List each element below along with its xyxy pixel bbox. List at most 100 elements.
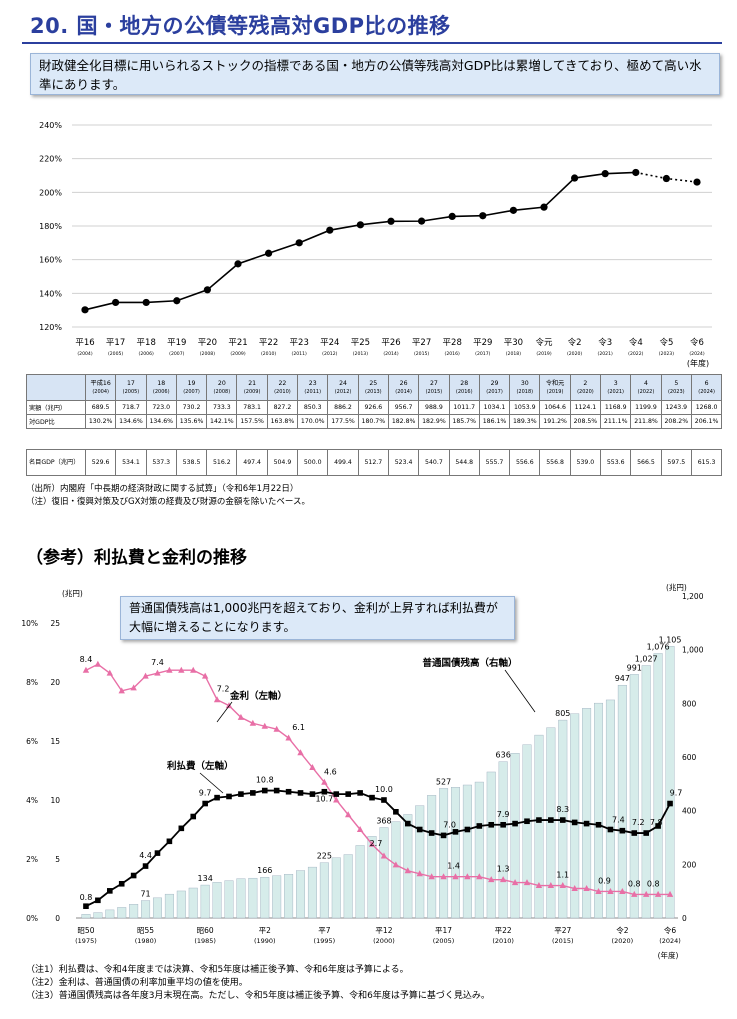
header-label: 29 xyxy=(490,379,499,387)
table-cell: 206.1% xyxy=(690,414,723,429)
bar-data-label: 166 xyxy=(257,866,272,875)
bar xyxy=(462,784,472,919)
x-tick-label: 平27 xyxy=(412,338,431,348)
rate-marker xyxy=(666,890,674,897)
rate-data-label: 4.6 xyxy=(324,767,337,776)
bar-data-label: 134 xyxy=(198,874,213,883)
rate-marker xyxy=(428,873,435,880)
rate-marker xyxy=(547,882,555,889)
debt-table: 平成16 (2004) 17 (2005) 18 (2006) 19 (2007) 20 (200… xyxy=(26,374,723,429)
bar xyxy=(331,857,341,919)
cost-marker xyxy=(357,790,363,796)
header-year: (2023) xyxy=(667,388,685,395)
cost-marker xyxy=(333,791,340,797)
cost-marker xyxy=(607,826,614,833)
rate-data-label: 1.3 xyxy=(497,865,510,874)
bar xyxy=(93,912,103,919)
x-tick-year: (2007) xyxy=(169,351,184,357)
rate-data-label: 1.1 xyxy=(556,871,569,880)
rate-marker xyxy=(201,672,209,679)
data-point xyxy=(203,286,211,294)
header-year: (2020) xyxy=(577,388,594,395)
table-header-cell: 3 (2021) xyxy=(600,374,632,401)
rate-marker xyxy=(130,684,137,691)
series-label-rate: 金利（左軸） xyxy=(229,690,287,702)
right-tick: 200 xyxy=(682,860,697,869)
intro-box: 財政健全化目標に用いられるストックの指標である国・地方の公債等残高対GDP比は累… xyxy=(30,53,720,95)
table-header-cell: 28 (2016) xyxy=(448,374,480,401)
cost-marker xyxy=(631,830,638,836)
table-header-cell: 4 (2022) xyxy=(630,374,662,401)
bar xyxy=(641,665,651,919)
rate-marker xyxy=(368,840,376,847)
header-year: (2015) xyxy=(425,388,443,395)
rate-marker xyxy=(333,796,340,803)
bar-data-label: 1,027 xyxy=(635,655,658,664)
cost-marker xyxy=(393,809,399,815)
rate-data-label: 0.8 xyxy=(628,879,641,888)
header-label: 22 xyxy=(278,379,287,387)
bar xyxy=(546,727,556,919)
bar xyxy=(594,702,604,919)
rate-marker xyxy=(440,873,447,880)
y-tick-label: 140% xyxy=(39,289,62,298)
x-tick-year: (2011) xyxy=(292,351,307,357)
x-tick-year: (1975) xyxy=(75,937,97,945)
rate-data-label: 0.8 xyxy=(647,879,660,888)
x-tick-label: 令元 xyxy=(535,337,553,348)
header-year: (2022) xyxy=(637,388,655,395)
bar xyxy=(296,870,306,919)
table-cell: 537.3 xyxy=(145,449,177,476)
rate-marker xyxy=(595,887,602,894)
header-label: 3 xyxy=(613,379,618,387)
bar xyxy=(391,821,401,919)
rate-marker xyxy=(237,713,245,720)
cost-marker xyxy=(524,818,530,825)
table-header-cell: 20 (2008) xyxy=(206,374,238,401)
table-cell: 名目GDP（兆円） xyxy=(26,449,86,476)
left-rate-tick: 8% xyxy=(26,678,38,687)
bar xyxy=(367,836,377,919)
bar-data-label: 947 xyxy=(615,674,630,683)
cost-data-label: 9.7 xyxy=(670,789,683,798)
bar xyxy=(81,914,91,919)
bar xyxy=(343,854,353,919)
cost-marker xyxy=(571,819,578,826)
rate-marker xyxy=(213,696,221,703)
y-tick-label: 180% xyxy=(39,222,62,231)
cost-marker xyxy=(285,788,292,795)
cost-marker xyxy=(238,791,244,797)
bar xyxy=(403,814,413,919)
left-cost-tick: 15 xyxy=(50,737,60,746)
table-row: 対GDP比 130.2% 134.6% 134.6% 135.6% 142.1% 157.5… xyxy=(26,414,723,429)
right-tick: 1,000 xyxy=(682,646,704,655)
x-tick-year: (2010) xyxy=(492,937,514,945)
x-tick-year: (2004) xyxy=(77,351,92,357)
cost-marker xyxy=(500,821,506,828)
x-tick-year: (2005) xyxy=(108,351,123,357)
gdp-table: 名目GDP（兆円） 529.6 534.1 537.3 538.5 516.2 497.4 5… xyxy=(26,449,723,476)
x-tick-year: (2016) xyxy=(445,351,460,357)
bar xyxy=(188,887,198,919)
cost-data-label: 4.4 xyxy=(139,851,152,860)
page-title: 20. 国・地方の公債等残高対GDP比の推移 xyxy=(30,14,451,38)
rate-marker xyxy=(118,687,125,694)
rate-data-label: 7.4 xyxy=(151,658,164,667)
x-tick-label: 平21 xyxy=(228,338,247,348)
table-header-cell: 6 (2024) xyxy=(690,374,723,401)
x-tick-year: (2010) xyxy=(261,351,276,357)
x-tick-label: 平27 xyxy=(554,926,571,935)
x-tick-label: 平12 xyxy=(375,926,392,935)
table-cell: 157.5% xyxy=(236,414,268,429)
left-rate-tick: 2% xyxy=(26,855,38,864)
bar xyxy=(319,862,329,919)
cost-data-label: 7.2 xyxy=(632,818,645,827)
cost-marker xyxy=(667,800,673,807)
cost-marker xyxy=(214,794,220,801)
x-tick-year: (1980) xyxy=(135,937,157,945)
x-tick-year: (1985) xyxy=(194,937,216,945)
bar xyxy=(427,795,437,919)
data-point xyxy=(693,178,701,186)
rate-marker xyxy=(166,666,173,673)
bar-data-label: 368 xyxy=(376,817,391,826)
